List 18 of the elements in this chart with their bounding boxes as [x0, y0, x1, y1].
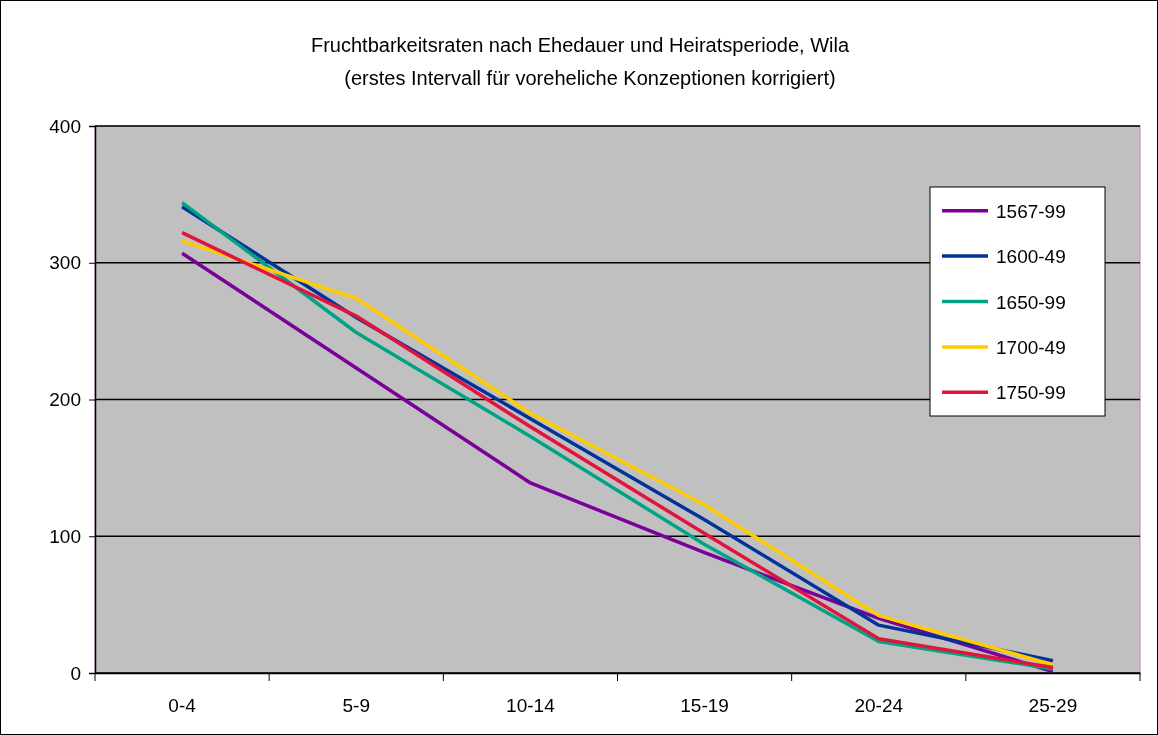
y-tick-label: 300 [49, 252, 81, 274]
x-tick-label: 15-19 [680, 695, 729, 717]
y-tick-label: 0 [70, 662, 81, 684]
y-tick-label: 100 [49, 525, 81, 547]
x-tick-label: 0-4 [168, 695, 197, 717]
legend-label: 1750-99 [996, 382, 1066, 404]
legend-label: 1700-49 [996, 336, 1066, 358]
legend-label: 1600-49 [996, 246, 1066, 268]
y-tick-label: 200 [49, 389, 81, 411]
x-tick-label: 20-24 [854, 695, 904, 717]
x-tick-label: 5-9 [342, 695, 370, 717]
y-tick-label: 400 [49, 115, 81, 137]
x-tick-label: 10-14 [506, 695, 556, 717]
legend-label: 1650-99 [996, 291, 1066, 313]
chart-subtitle: (erstes Intervall für voreheliche Konzeptionen korrigiert) [344, 67, 836, 89]
chart-title: Fruchtbarkeitsraten nach Ehedauer und Heiratsperiode, Wila [310, 34, 850, 56]
x-tick-label: 25-29 [1028, 695, 1078, 717]
legend-label: 1567-99 [996, 200, 1066, 222]
